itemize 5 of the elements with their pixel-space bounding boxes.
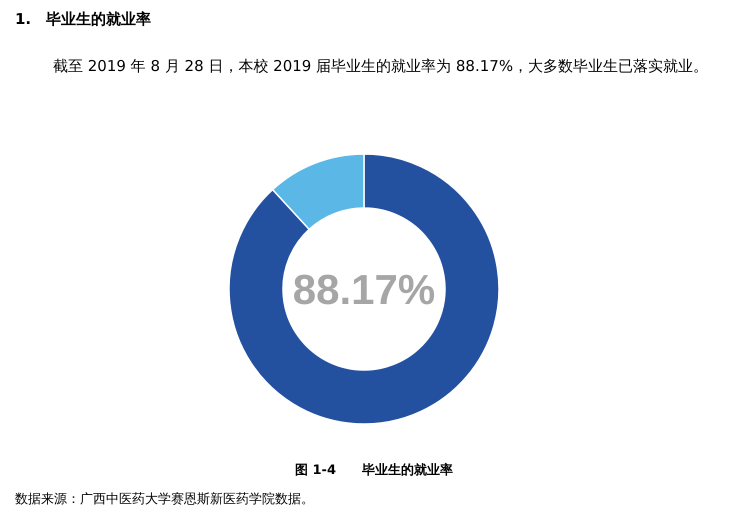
source-note: 数据来源：广西中医药大学赛恩斯新医药学院数据。 [15, 491, 314, 508]
caption: 图 1-4 毕业生的就业率 [294, 462, 454, 479]
data-label: 88.17% [292, 266, 436, 313]
chart-subtitle: 截至 2019 年 8 月 28 日，本校 2019 届毕业生的就业率为 88.17%，大多数毕业生已落实就业。 [52, 56, 710, 77]
text: 1. 毕业生的就业率 [15, 10, 152, 29]
